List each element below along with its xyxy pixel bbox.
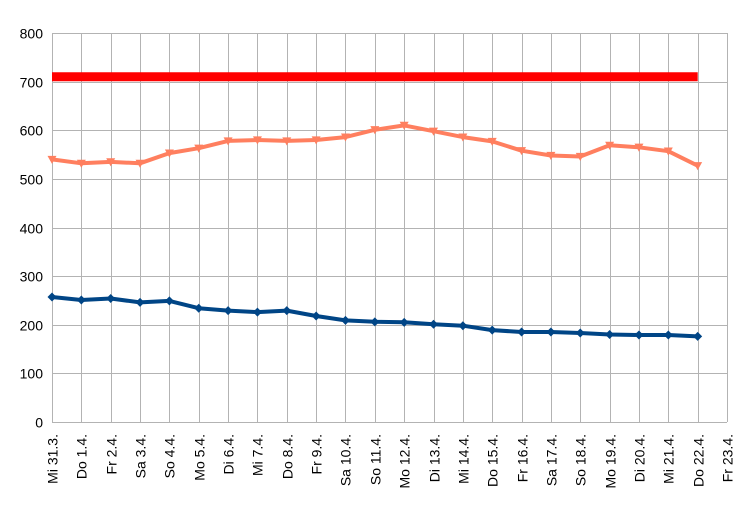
data-point [399,317,409,327]
x-tick-label: Fr 16.4. [515,434,531,482]
data-point [399,121,409,130]
data-point [575,152,585,162]
x-tick-label: Do 22.4. [691,434,707,487]
data-point [252,136,262,145]
x-tick-label: Do 8.4. [280,434,296,479]
data-point [546,327,556,337]
data-point [282,137,292,146]
series-line [50,295,700,339]
data-point [340,315,350,325]
y-tick-label: 600 [20,123,44,139]
data-point [76,295,86,305]
x-tick-label: Mi 31.3. [45,434,61,484]
y-axis-ticks: 0 100 200 300 400 500 600 700 800 [20,26,44,431]
x-tick-label: Di 13.4. [427,434,443,482]
data-point [106,158,116,167]
data-point [663,147,673,156]
y-tick-label: 300 [20,269,44,285]
x-tick-label: Mo 5.4. [192,434,208,481]
data-point [311,136,321,145]
data-point [458,133,468,142]
x-tick-label: Mi 21.4. [661,434,677,484]
y-tick-label: 700 [20,75,44,91]
x-tick-label: Mo 19.4. [603,434,619,488]
data-point [575,328,585,338]
data-point [106,293,116,303]
data-point [194,144,204,153]
data-point [605,141,615,150]
data-point [634,143,644,152]
data-point [370,126,380,135]
x-tick-label: Fr 2.4. [104,434,120,474]
data-point [164,296,174,306]
data-point [47,292,57,302]
data-point [223,137,233,146]
y-tick-label: 500 [20,172,44,188]
x-tick-label: Mo 12.4. [397,434,413,488]
data-point [634,330,644,340]
x-tick-label: Fr 23.4. [720,434,736,482]
data-point [311,311,321,321]
data-point [663,330,673,340]
x-tick-label: So 18.4. [573,434,589,486]
x-tick-label: Do 15.4. [485,434,501,487]
x-tick-label: So 4.4. [162,434,178,478]
data-point [693,162,703,171]
data-point [487,137,497,146]
data-point [282,306,292,316]
data-point [164,149,174,158]
x-tick-label: Sa 17.4. [544,434,560,486]
x-tick-label: Fr 9.4. [309,434,325,474]
data-point [605,329,615,339]
data-point [546,151,556,161]
y-tick-label: 200 [20,318,44,334]
data-point [429,127,439,136]
series-1 [47,121,703,171]
x-tick-label: Do 1.4. [74,434,90,479]
data-point [693,331,703,341]
x-tick-label: Mi 7.4. [250,434,266,476]
y-tick-label: 100 [20,366,44,382]
data-point [76,159,86,168]
grid [52,33,728,423]
y-tick-label: 400 [20,221,44,237]
data-point [429,319,439,329]
series-lines [47,72,703,341]
x-tick-label: Di 6.4. [221,434,237,474]
data-point [135,159,145,168]
data-point [458,321,468,331]
x-tick-label: So 11.4. [368,434,384,485]
x-axis-ticks: Mi 31.3. Do 1.4. Fr 2.4. Sa 3.4. So 4.4. Mo 5… [45,434,736,488]
data-point [47,155,57,164]
data-point [487,325,497,335]
series-2 [47,292,703,341]
data-point [135,297,145,307]
x-tick-label: Mi 14.4. [456,434,472,484]
data-point [517,147,527,156]
data-point [340,133,350,142]
data-point [194,303,204,313]
data-point [517,327,527,337]
data-point [252,307,262,317]
data-point [223,306,233,316]
y-tick-label: 800 [20,26,44,42]
y-tick-label: 0 [35,415,43,431]
x-tick-label: Di 20.4. [632,434,648,482]
x-tick-label: Sa 10.4. [338,434,354,486]
x-tick-label: Sa 3.4. [133,434,149,478]
data-point [370,317,380,327]
